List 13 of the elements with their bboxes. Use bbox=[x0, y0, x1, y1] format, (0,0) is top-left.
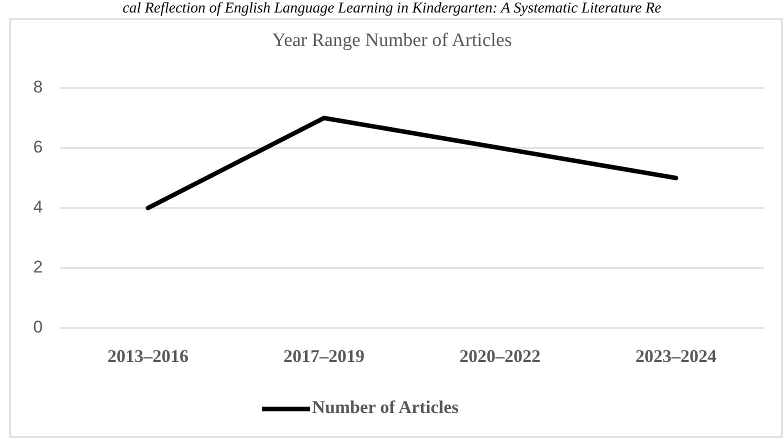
text: cal Reflection of English Language Learning in Kindergarten: A Systematic Literature Re bbox=[122, 0, 662, 16]
y-tick-label: 2 bbox=[33, 257, 43, 276]
y-tick-label: 0 bbox=[33, 317, 43, 336]
y-tick-label: 8 bbox=[33, 77, 43, 96]
x-tick-label: 2013–2016 bbox=[108, 346, 188, 366]
x-tick-label: 2023–2024 bbox=[636, 346, 716, 366]
legend-label: Number of Articles bbox=[312, 397, 459, 418]
x-tick-label: 2017–2019 bbox=[284, 346, 364, 366]
line-series bbox=[146, 116, 678, 210]
y-tick-label: 4 bbox=[33, 197, 43, 216]
chart-title: Year Range Number of Articles bbox=[272, 30, 512, 51]
x-tick-label: 2020–2022 bbox=[460, 346, 540, 366]
y-tick-label: 6 bbox=[33, 137, 43, 156]
